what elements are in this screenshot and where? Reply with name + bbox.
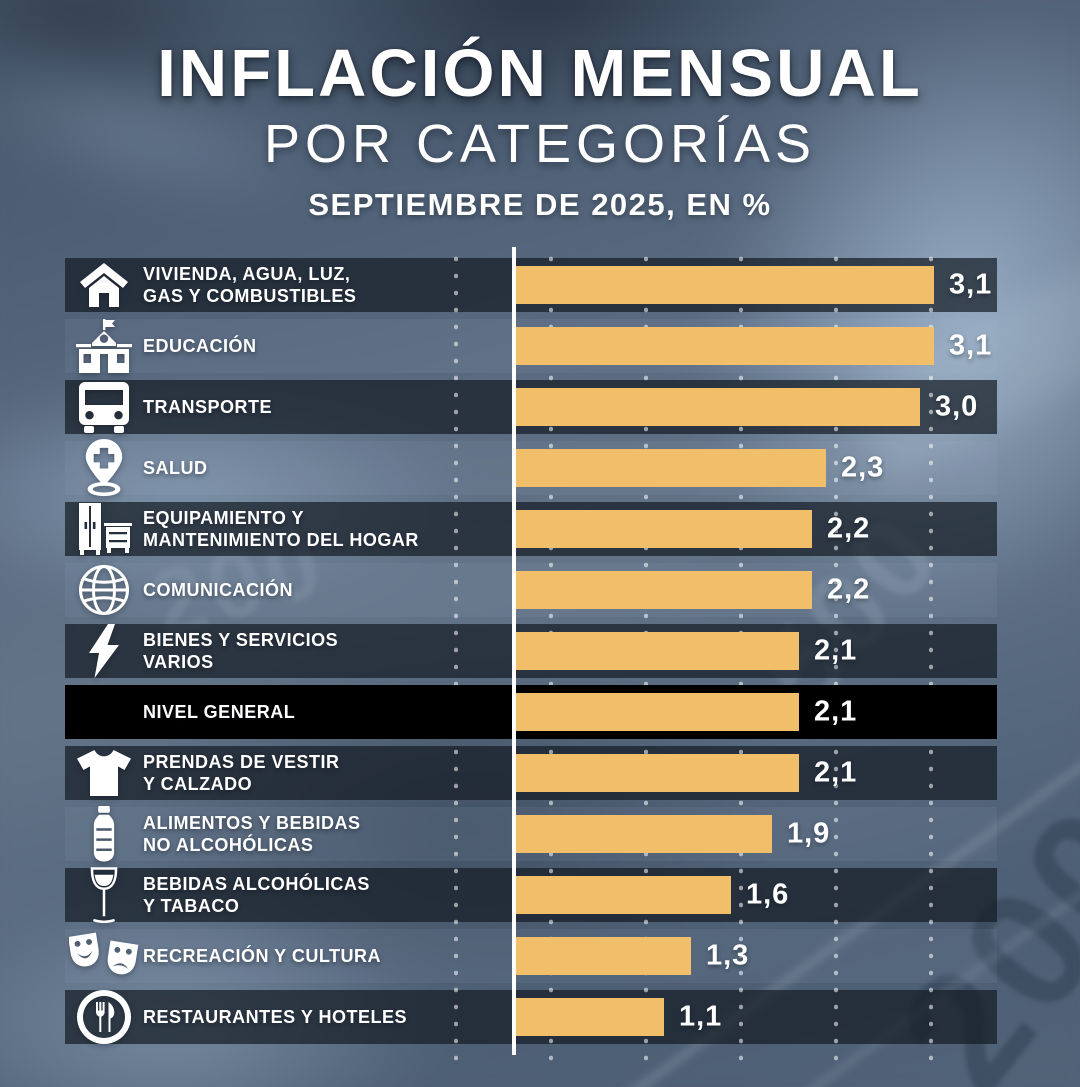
category-label: EDUCACIÓN (143, 336, 257, 356)
category-icon-box (69, 563, 139, 617)
category-row: PRENDAS DE VESTIR Y CALZADO 2,1 (65, 746, 997, 800)
axis-line (512, 247, 516, 1055)
bus-icon (79, 382, 129, 433)
value-label: 1,9 (787, 817, 831, 850)
value-label: 2,2 (827, 512, 871, 545)
subtitle: SEPTIEMBRE DE 2025, EN % (308, 187, 772, 222)
category-row: BIENES Y SERVICIOS VARIOS 2,1 (65, 624, 997, 678)
category-icon-box (69, 685, 139, 739)
category-label: EQUIPAMIENTO Y MANTENIMIENTO DEL HOGAR (143, 508, 419, 550)
category-rows: VIVIENDA, AGUA, LUZ, GAS Y COMBUSTIBLES 3… (65, 258, 997, 1051)
value-label: 2,1 (814, 756, 858, 789)
value-label: 3,1 (949, 329, 993, 362)
category-row: COMUNICACIÓN 2,2 (65, 563, 997, 617)
gridline (929, 256, 933, 1064)
value-bar (515, 937, 691, 975)
value-label: 2,2 (827, 573, 871, 606)
globe-icon (79, 565, 129, 615)
value-bar (515, 571, 812, 609)
value-bar (515, 632, 799, 670)
category-icon-box (69, 867, 139, 923)
category-icon-box (69, 380, 139, 434)
value-bar (515, 388, 920, 426)
category-label: BEBIDAS ALCOHÓLICAS Y TABACO (143, 874, 370, 916)
value-bar (515, 327, 934, 365)
category-label: COMUNICACIÓN (143, 580, 293, 600)
category-row: SALUD 2,3 (65, 439, 997, 497)
category-label: BIENES Y SERVICIOS VARIOS (143, 630, 339, 672)
category-row: BEBIDAS ALCOHÓLICAS Y TABACO 1,6 (65, 867, 997, 923)
house-icon (80, 263, 128, 307)
value-label: 2,1 (814, 634, 858, 667)
value-label: 1,6 (746, 878, 790, 911)
category-icon-box (69, 806, 139, 862)
health-pin-icon (85, 439, 123, 497)
value-label: 3,0 (935, 390, 979, 423)
category-row: NIVEL GENERAL 2,1 (65, 685, 997, 739)
category-row: EQUIPAMIENTO Y MANTENIMIENTO DEL HOGAR 2,… (65, 502, 997, 556)
category-label: SALUD (143, 458, 208, 478)
theater-masks-icon (69, 932, 139, 975)
restaurant-icon (77, 990, 131, 1044)
value-label: 1,1 (679, 1000, 723, 1033)
category-row: RESTAURANTES Y HOTELES 1,1 (65, 990, 997, 1044)
value-label: 2,3 (841, 451, 885, 484)
value-label: 1,3 (706, 939, 750, 972)
tshirt-icon (77, 750, 131, 796)
category-label: VIVIENDA, AGUA, LUZ, GAS Y COMBUSTIBLES (143, 264, 357, 306)
category-row: EDUCACIÓN 3,1 (65, 319, 997, 373)
value-bar (515, 754, 799, 792)
value-bar (515, 693, 799, 731)
category-label: NIVEL GENERAL (143, 702, 296, 722)
page-title: INFLACIÓN MENSUAL (157, 36, 923, 111)
page-title-line2: POR CATEGORÍAS (263, 114, 817, 174)
value-bar (515, 266, 934, 304)
category-icon-box (69, 746, 139, 800)
category-icon-box (69, 258, 139, 312)
bottle-icon (93, 806, 115, 862)
value-bar (515, 998, 664, 1036)
category-label: RESTAURANTES Y HOTELES (143, 1007, 408, 1027)
value-bar (515, 449, 826, 487)
category-label: TRANSPORTE (143, 397, 273, 417)
value-bar (515, 876, 731, 914)
furniture-icon (79, 503, 132, 555)
gridline (454, 256, 458, 1064)
value-label: 3,1 (949, 268, 993, 301)
school-icon (76, 319, 132, 373)
value-bar (515, 510, 812, 548)
category-icon-box (69, 439, 139, 497)
lightning-icon (89, 624, 119, 678)
category-icon-box (69, 319, 139, 373)
category-row: TRANSPORTE 3,0 (65, 380, 997, 434)
category-label: PRENDAS DE VESTIR Y CALZADO (143, 752, 340, 794)
category-icon-box (69, 502, 139, 556)
wine-glass-icon (90, 867, 118, 923)
category-row: ALIMENTOS Y BEBIDAS NO ALCOHÓLICAS 1,9 (65, 806, 997, 862)
category-row: VIVIENDA, AGUA, LUZ, GAS Y COMBUSTIBLES 3… (65, 258, 997, 312)
value-bar (515, 815, 772, 853)
category-row: RECREACIÓN Y CULTURA 1,3 (65, 929, 997, 983)
category-icon-box (69, 929, 139, 983)
category-icon-box (69, 990, 139, 1044)
value-label: 2,1 (814, 695, 858, 728)
category-icon-box (69, 624, 139, 678)
category-label: ALIMENTOS Y BEBIDAS NO ALCOHÓLICAS (143, 813, 361, 855)
title-block: INFLACIÓN MENSUAL POR CATEGORÍAS SEPTIEM… (0, 38, 1080, 223)
category-label: RECREACIÓN Y CULTURA (143, 946, 382, 966)
gridline (834, 256, 838, 1064)
